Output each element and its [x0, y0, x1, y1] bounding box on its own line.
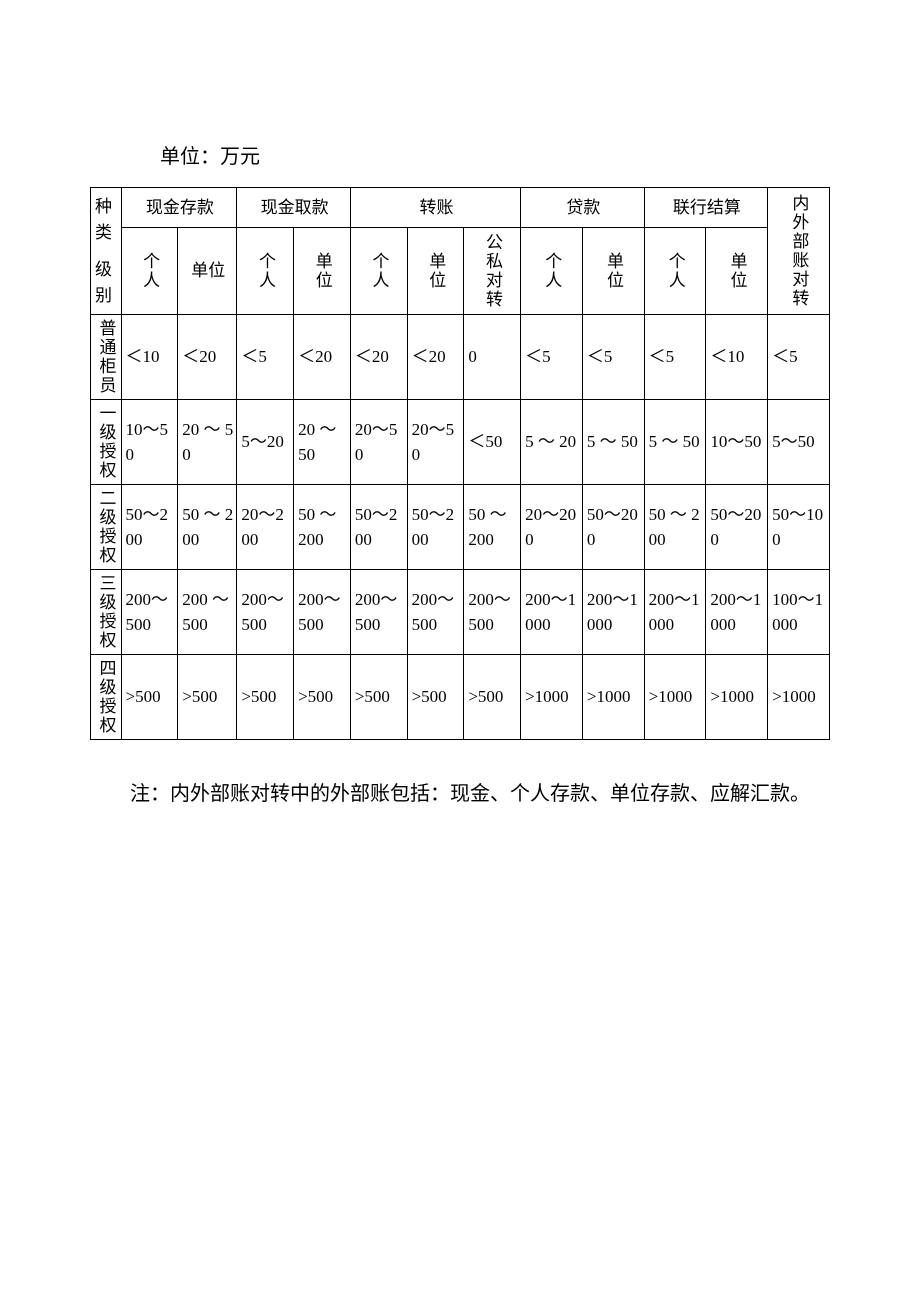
- row-label: 三级授权: [91, 570, 122, 655]
- cell: 20 ～ 50: [294, 400, 351, 485]
- sub-transfer-pubpriv: 公私对转: [464, 227, 521, 314]
- unit-label: 单位：万元: [160, 140, 830, 169]
- cell: >500: [464, 655, 521, 740]
- authorization-table: 种类 级别 现金存款 现金取款 转账 贷款 联行结算 内外部账对转 个人 单位 …: [90, 187, 830, 740]
- cell: >1000: [768, 655, 830, 740]
- corner-header: 种类 级别: [91, 188, 122, 315]
- sub-transfer-personal: 个人: [350, 227, 407, 314]
- cell: 200～500: [121, 570, 178, 655]
- sub-cash-deposit-personal: 个人: [121, 227, 178, 314]
- sub-transfer-unit: 单位: [407, 227, 464, 314]
- cell: 0: [464, 315, 521, 400]
- cell: 50～200: [582, 485, 644, 570]
- cell: ＜10: [121, 315, 178, 400]
- cell: 20 ～ 50: [178, 400, 237, 485]
- cell: ＜5: [237, 315, 294, 400]
- cell: 200～1000: [582, 570, 644, 655]
- cell: >500: [350, 655, 407, 740]
- sub-loan-unit: 单位: [582, 227, 644, 314]
- header-row-1: 种类 级别 现金存款 现金取款 转账 贷款 联行结算 内外部账对转: [91, 188, 830, 228]
- cell: 200～1000: [521, 570, 583, 655]
- sub-cash-deposit-unit: 单位: [178, 227, 237, 314]
- cell: 200～500: [237, 570, 294, 655]
- table-row: 四级授权 >500 >500 >500 >500 >500 >500 >500 …: [91, 655, 830, 740]
- sub-interbank-personal: 个人: [644, 227, 706, 314]
- sub-interbank-unit: 单位: [706, 227, 768, 314]
- cell: 200～1000: [706, 570, 768, 655]
- cell: 20～200: [521, 485, 583, 570]
- corner-bottom: 级别: [95, 257, 119, 308]
- corner-top: 种类: [95, 194, 119, 245]
- cell: 50～200: [121, 485, 178, 570]
- cell: 10～50: [121, 400, 178, 485]
- cell: ＜5: [521, 315, 583, 400]
- cell: >500: [237, 655, 294, 740]
- row-label: 普通柜员: [91, 315, 122, 400]
- cell: 200 ～ 500: [178, 570, 237, 655]
- group-cash-deposit: 现金存款: [121, 188, 237, 228]
- footnote: 注：内外部账对转中的外部账包括：现金、个人存款、单位存款、应解汇款。: [90, 776, 830, 812]
- cell: 200～500: [350, 570, 407, 655]
- group-interbank: 联行结算: [644, 188, 768, 228]
- table-body: 普通柜员 ＜10 ＜20 ＜5 ＜20 ＜20 ＜20 0 ＜5 ＜5 ＜5 ＜…: [91, 315, 830, 740]
- cell: >1000: [706, 655, 768, 740]
- cell: 5～50: [768, 400, 830, 485]
- cell: 200～500: [407, 570, 464, 655]
- sub-cash-withdraw-unit: 单位: [294, 227, 351, 314]
- cell: 10～50: [706, 400, 768, 485]
- cell: 50 ～ 200: [464, 485, 521, 570]
- cell: 20～50: [350, 400, 407, 485]
- cell: ＜20: [178, 315, 237, 400]
- cell: 50 ～ 200: [644, 485, 706, 570]
- group-inout: 内外部账对转: [768, 188, 830, 315]
- table-row: 普通柜员 ＜10 ＜20 ＜5 ＜20 ＜20 ＜20 0 ＜5 ＜5 ＜5 ＜…: [91, 315, 830, 400]
- cell: 200～1000: [644, 570, 706, 655]
- cell: ＜5: [582, 315, 644, 400]
- cell: 200～500: [464, 570, 521, 655]
- row-label: 二级授权: [91, 485, 122, 570]
- cell: 50～200: [350, 485, 407, 570]
- cell: 20～50: [407, 400, 464, 485]
- cell: 50～200: [407, 485, 464, 570]
- sub-cash-withdraw-personal: 个人: [237, 227, 294, 314]
- cell: >500: [121, 655, 178, 740]
- cell: ＜5: [768, 315, 830, 400]
- table-row: 三级授权 200～500 200 ～ 500 200～500 200～500 2…: [91, 570, 830, 655]
- sub-loan-personal: 个人: [521, 227, 583, 314]
- cell: ＜20: [294, 315, 351, 400]
- cell: 50～200: [706, 485, 768, 570]
- row-label: 一级授权: [91, 400, 122, 485]
- cell: 5 ～ 20: [521, 400, 583, 485]
- cell: >500: [294, 655, 351, 740]
- header-row-2: 个人 单位 个人 单位 个人 单位 公私对转 个人 单位 个人 单位: [91, 227, 830, 314]
- cell: 50 ～ 200: [178, 485, 237, 570]
- cell: 50 ～ 200: [294, 485, 351, 570]
- cell: >500: [178, 655, 237, 740]
- cell: 200～500: [294, 570, 351, 655]
- cell: ＜50: [464, 400, 521, 485]
- cell: ＜5: [644, 315, 706, 400]
- cell: >500: [407, 655, 464, 740]
- row-label: 四级授权: [91, 655, 122, 740]
- group-cash-withdraw: 现金取款: [237, 188, 351, 228]
- cell: ＜20: [350, 315, 407, 400]
- table-row: 一级授权 10～50 20 ～ 50 5～20 20 ～ 50 20～50 20…: [91, 400, 830, 485]
- cell: 5 ～ 50: [582, 400, 644, 485]
- cell: >1000: [521, 655, 583, 740]
- cell: 50～100: [768, 485, 830, 570]
- cell: >1000: [582, 655, 644, 740]
- group-transfer: 转账: [350, 188, 520, 228]
- table-row: 二级授权 50～200 50 ～ 200 20～200 50 ～ 200 50～…: [91, 485, 830, 570]
- cell: ＜10: [706, 315, 768, 400]
- group-loan: 贷款: [521, 188, 645, 228]
- cell: >1000: [644, 655, 706, 740]
- cell: 100～1000: [768, 570, 830, 655]
- cell: 5～20: [237, 400, 294, 485]
- cell: 20～200: [237, 485, 294, 570]
- cell: 5 ～ 50: [644, 400, 706, 485]
- cell: ＜20: [407, 315, 464, 400]
